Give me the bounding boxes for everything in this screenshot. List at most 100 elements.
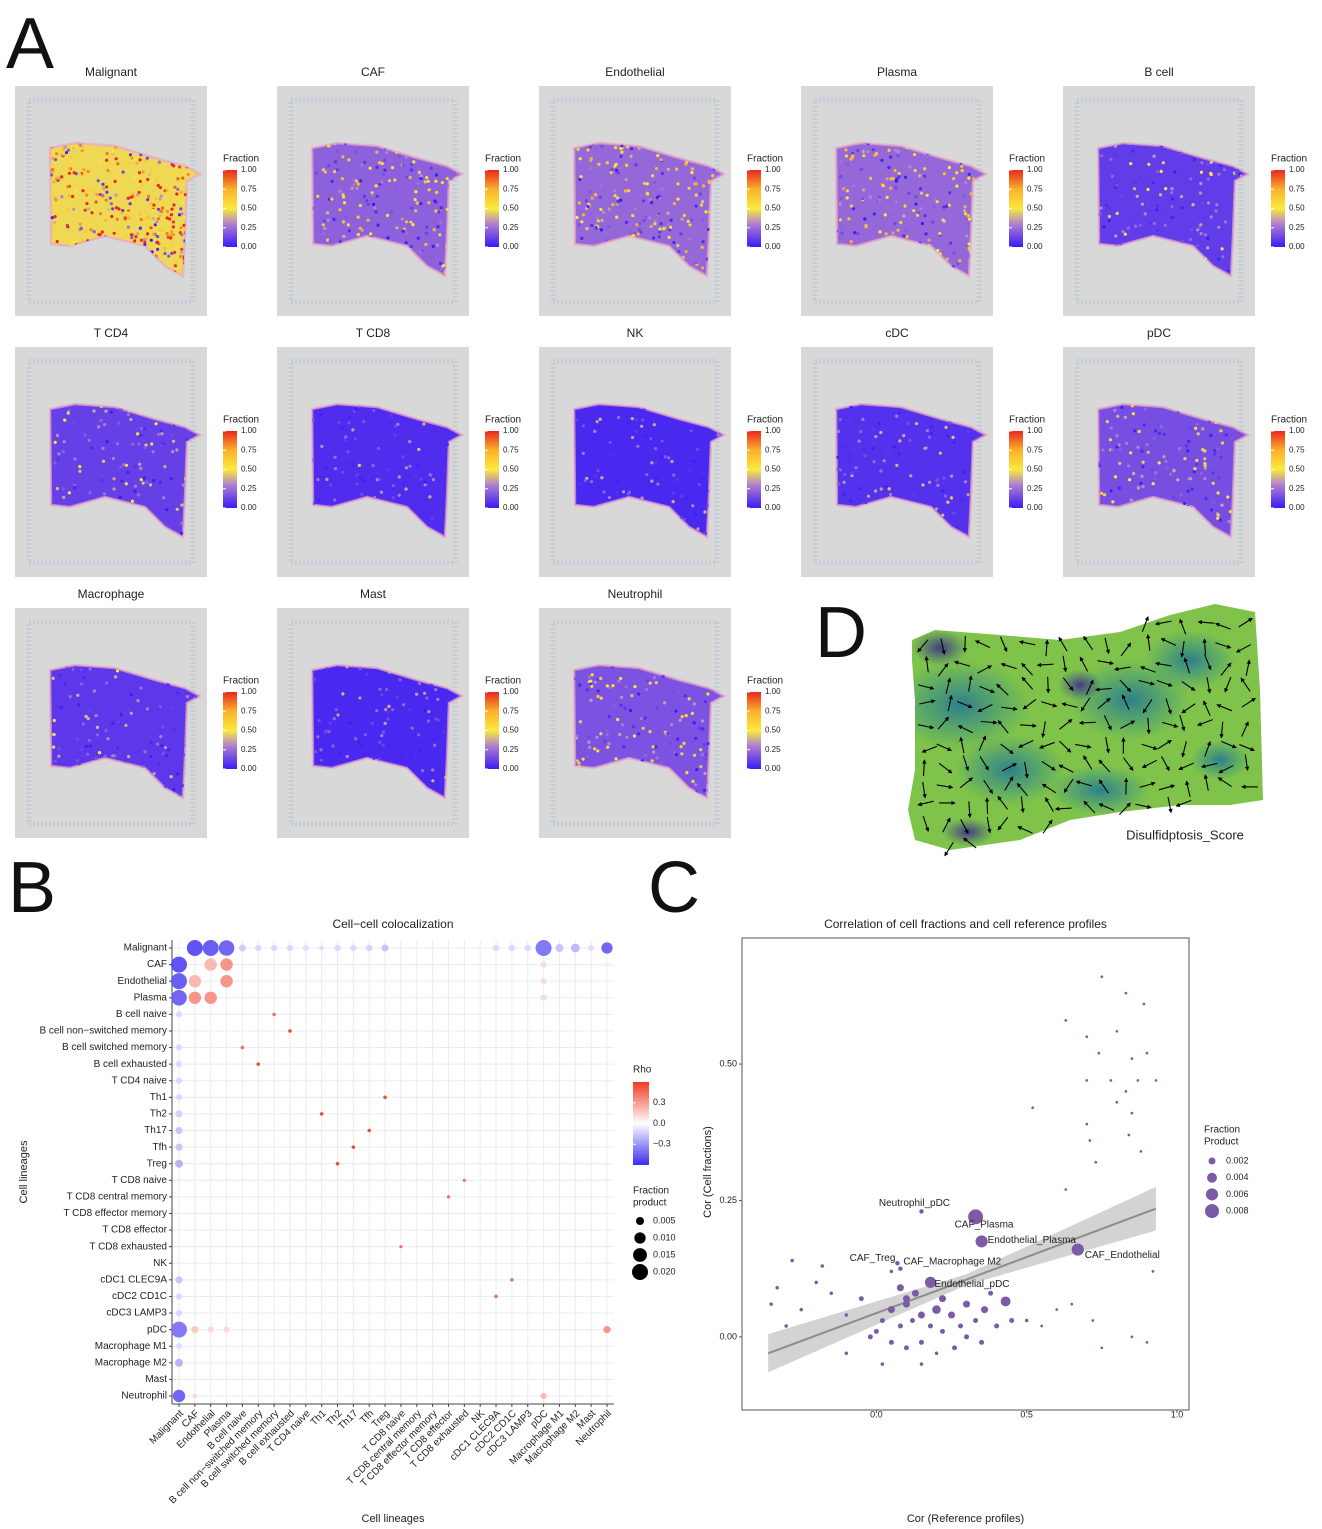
colorbar-tick-label: 0.25 bbox=[1289, 223, 1305, 232]
spot bbox=[843, 473, 846, 476]
spot bbox=[85, 194, 88, 197]
spot bbox=[401, 755, 404, 758]
spot bbox=[82, 676, 85, 679]
spot bbox=[143, 243, 146, 246]
spot bbox=[88, 739, 91, 742]
spot bbox=[1216, 517, 1219, 520]
spot bbox=[322, 168, 325, 171]
spot bbox=[54, 215, 57, 218]
spot bbox=[112, 477, 115, 480]
spot bbox=[378, 741, 381, 744]
spot bbox=[78, 470, 81, 473]
spot bbox=[963, 209, 966, 212]
colorbar-tick-label: 0.50 bbox=[765, 204, 781, 213]
spot bbox=[354, 737, 357, 740]
spot bbox=[641, 497, 644, 500]
spot bbox=[928, 436, 931, 439]
point bbox=[1064, 1019, 1067, 1022]
y-tick-label: Th1 bbox=[150, 1092, 168, 1103]
spot bbox=[175, 448, 178, 451]
spot bbox=[376, 195, 379, 198]
spot bbox=[180, 191, 183, 194]
spot bbox=[438, 233, 441, 236]
spot bbox=[843, 481, 846, 484]
spot bbox=[886, 451, 889, 454]
spot bbox=[590, 224, 593, 227]
spot bbox=[54, 158, 57, 161]
spot bbox=[89, 668, 92, 671]
spot bbox=[608, 686, 611, 689]
spot bbox=[625, 164, 628, 167]
spot bbox=[657, 212, 660, 215]
spot bbox=[667, 223, 670, 226]
spot bbox=[690, 429, 693, 432]
spot bbox=[1111, 449, 1114, 452]
spot bbox=[438, 210, 441, 213]
spot bbox=[170, 230, 173, 233]
spot bbox=[642, 727, 645, 730]
spot bbox=[156, 241, 159, 244]
spot bbox=[171, 434, 174, 437]
spot bbox=[442, 264, 445, 267]
colorbar-tick-label: 0.25 bbox=[241, 484, 257, 493]
spot bbox=[355, 407, 358, 410]
spot bbox=[1176, 454, 1179, 457]
spot bbox=[650, 480, 653, 483]
spot bbox=[687, 187, 690, 190]
spot bbox=[704, 210, 707, 213]
point bbox=[1146, 1052, 1149, 1055]
spot bbox=[1164, 187, 1167, 190]
spot bbox=[863, 217, 866, 220]
spot bbox=[895, 415, 898, 418]
spot bbox=[949, 421, 952, 424]
spot bbox=[696, 527, 699, 530]
colocalization-dot bbox=[223, 1327, 229, 1333]
spot bbox=[846, 196, 849, 199]
spot bbox=[147, 195, 150, 198]
spot bbox=[355, 150, 358, 153]
spot bbox=[380, 693, 383, 696]
colocalization-dot bbox=[219, 940, 235, 956]
spot bbox=[895, 180, 898, 183]
spot bbox=[1110, 465, 1113, 468]
spot bbox=[864, 454, 867, 457]
spot bbox=[421, 249, 424, 252]
spot bbox=[153, 772, 156, 775]
spot bbox=[667, 471, 670, 474]
spot bbox=[59, 706, 62, 709]
spot bbox=[661, 188, 664, 191]
legend-title: Fraction bbox=[485, 415, 521, 426]
spot bbox=[103, 492, 106, 495]
spot bbox=[408, 465, 411, 468]
spot bbox=[402, 230, 405, 233]
spot bbox=[401, 217, 404, 220]
spot bbox=[1229, 510, 1232, 513]
spot bbox=[852, 185, 855, 188]
spot bbox=[80, 147, 83, 150]
spot bbox=[625, 736, 628, 739]
spot bbox=[616, 196, 619, 199]
spot bbox=[143, 477, 146, 480]
spot bbox=[1147, 201, 1150, 204]
colorbar-tick-label: 0.50 bbox=[765, 726, 781, 735]
spot bbox=[109, 172, 112, 175]
spot bbox=[1152, 482, 1155, 485]
point bbox=[830, 1291, 834, 1295]
spot bbox=[139, 227, 142, 230]
spot bbox=[1226, 495, 1229, 498]
spot bbox=[327, 164, 330, 167]
spot bbox=[118, 752, 121, 755]
point bbox=[928, 1323, 933, 1328]
spot bbox=[401, 455, 404, 458]
spot bbox=[952, 252, 955, 255]
spot bbox=[74, 190, 77, 193]
spot bbox=[636, 223, 639, 226]
spot bbox=[92, 189, 95, 192]
spot bbox=[342, 196, 345, 199]
spot bbox=[692, 460, 695, 463]
spot bbox=[387, 705, 390, 708]
spot bbox=[80, 668, 83, 671]
spot bbox=[175, 192, 178, 195]
point bbox=[888, 1306, 895, 1313]
spot bbox=[116, 453, 119, 456]
